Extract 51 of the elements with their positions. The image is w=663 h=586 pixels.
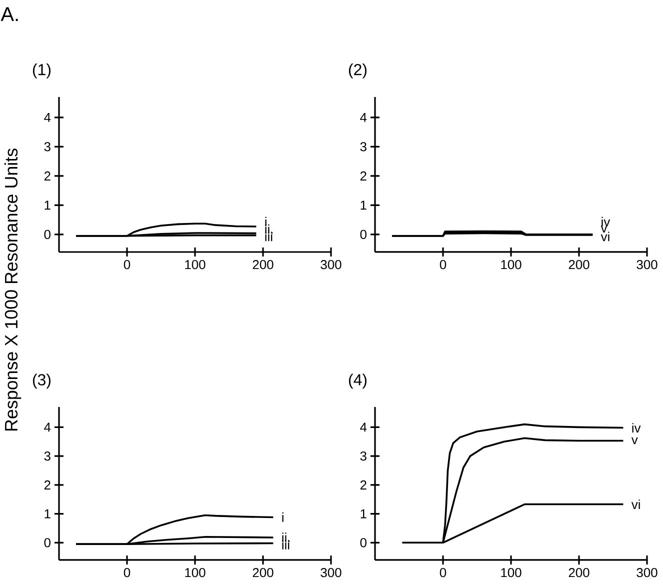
- x-tick-label: 0: [124, 260, 130, 270]
- x-tick-label: 300: [636, 260, 658, 270]
- y-tick-label: 3: [44, 451, 50, 461]
- x-tick-label: 300: [320, 568, 342, 578]
- y-tick-label: 1: [44, 509, 50, 518]
- y-tick-label: 0: [44, 538, 50, 548]
- x-tick-label: 200: [252, 260, 274, 270]
- text: A.: [0, 7, 18, 21]
- series-label: iv: [602, 216, 610, 226]
- x-tick-label: 100: [185, 568, 206, 578]
- y-tick-label: 2: [360, 480, 366, 490]
- series-label: vi: [631, 500, 640, 509]
- y-tick-label: 0: [360, 538, 366, 548]
- y-tick-label: 0: [44, 230, 50, 240]
- y-tick-label: 1: [360, 200, 366, 210]
- x-tick-label: 0: [440, 260, 446, 270]
- series-label: vi: [600, 232, 610, 242]
- series-label: v: [631, 437, 638, 444]
- y-tick-label: 4: [360, 113, 367, 122]
- y-tick-label: 2: [360, 171, 366, 180]
- y-tick-label: 1: [44, 200, 50, 210]
- chart-title: (3): [32, 374, 50, 389]
- chart-title: (1): [32, 64, 50, 78]
- x-tick-label: 300: [636, 568, 658, 578]
- x-tick-label: 300: [320, 260, 342, 270]
- x-tick-label: 0: [124, 568, 130, 578]
- y-tick-label: 4: [44, 422, 51, 432]
- series-label: ii.: [265, 224, 273, 234]
- x-tick-label: 100: [501, 568, 522, 578]
- y-axis-title: Response X 1000 Resonance Units: [4, 148, 22, 431]
- y-tick-label: 3: [360, 451, 366, 461]
- series-label: i: [282, 512, 284, 522]
- y-tick-label: 3: [44, 142, 50, 152]
- series-label: iv: [632, 423, 641, 432]
- y-tick-label: 4: [44, 113, 51, 122]
- x-tick-label: 100: [501, 260, 522, 270]
- y-tick-label: 0: [360, 230, 366, 240]
- x-tick-label: 0: [440, 568, 446, 578]
- chart-title: (2): [348, 64, 366, 78]
- y-tick-label: 3: [360, 142, 366, 152]
- y-tick-label: 4: [360, 422, 367, 432]
- x-tick-label: 200: [252, 568, 274, 578]
- y-tick-label: 1: [360, 509, 366, 518]
- y-tick-label: 2: [44, 171, 50, 180]
- x-tick-label: 100: [185, 260, 206, 270]
- series-label: v: [600, 226, 608, 232]
- x-tick-label: 200: [568, 260, 590, 270]
- x-tick-label: 200: [568, 568, 590, 578]
- y-tick-label: 2: [44, 480, 50, 490]
- chart-title: (4): [348, 374, 366, 389]
- series-label: iii: [282, 540, 290, 550]
